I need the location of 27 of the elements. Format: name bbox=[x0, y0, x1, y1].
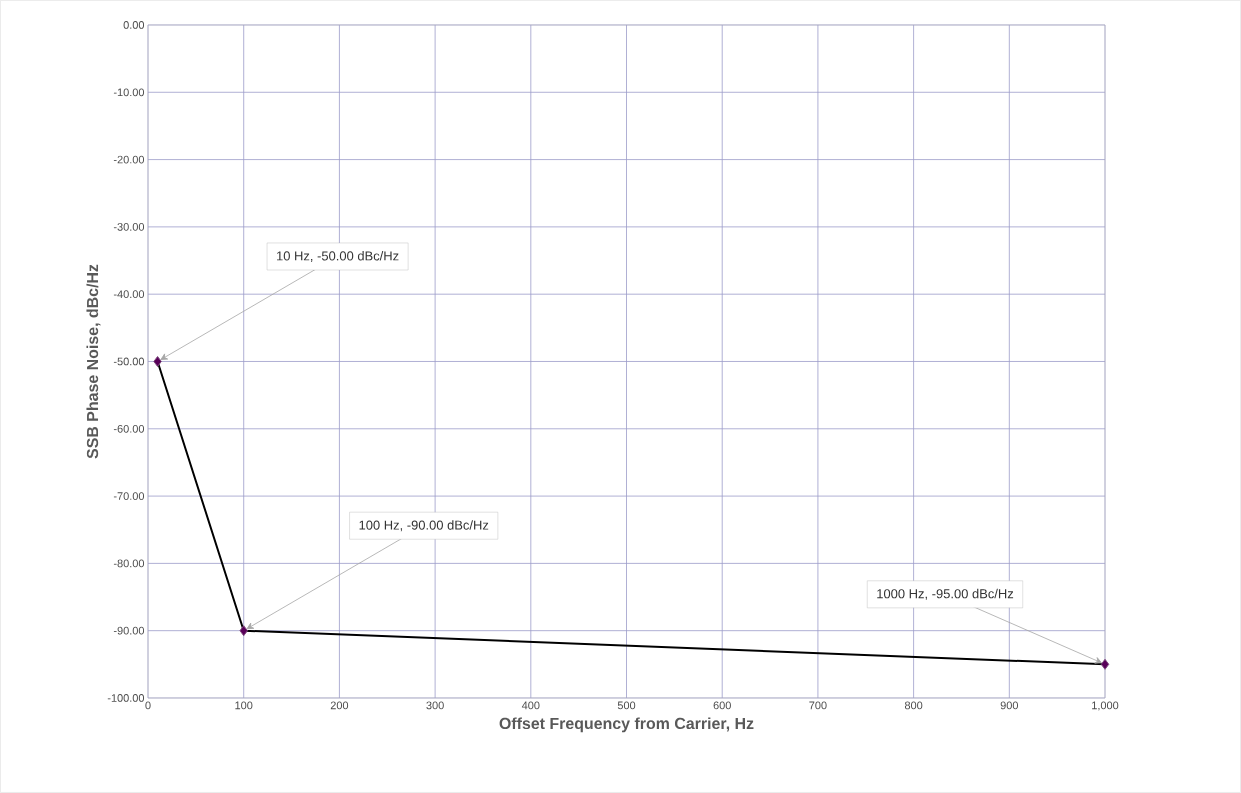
y-tick-label: -50.00 bbox=[113, 357, 145, 366]
x-tick-label: 700 bbox=[809, 701, 827, 710]
x-tick-label: 300 bbox=[426, 701, 444, 710]
y-tick-label: -90.00 bbox=[113, 626, 145, 635]
y-tick-label: -80.00 bbox=[113, 559, 145, 568]
y-tick-label: -10.00 bbox=[113, 88, 145, 97]
x-tick-label: 100 bbox=[235, 701, 253, 710]
x-tick-label: 200 bbox=[330, 701, 349, 710]
annotation: 100 Hz, -90.00 dBc/Hz bbox=[359, 520, 489, 532]
x-tick-label: 1,000 bbox=[1092, 701, 1119, 711]
y-tick-label: -60.00 bbox=[113, 424, 145, 433]
x-tick-label: 600 bbox=[713, 701, 731, 710]
x-tick-label: 800 bbox=[904, 701, 923, 710]
y-axis-title: SSB Phase Noise, dBc/Hz bbox=[86, 264, 101, 459]
y-tick-label: -40.00 bbox=[113, 290, 145, 299]
x-tick-label: 400 bbox=[521, 701, 540, 710]
y-tick-label: -20.00 bbox=[113, 155, 145, 164]
annotation: 1000 Hz, -95.00 dBc/Hz bbox=[877, 588, 1014, 600]
x-tick-label: 0 bbox=[145, 701, 151, 710]
annotation: 10 Hz, -50.00 dBc/Hz bbox=[277, 250, 399, 262]
y-tick-label: 0.00 bbox=[123, 21, 145, 29]
x-tick-label: 500 bbox=[617, 701, 636, 710]
y-tick-label: -30.00 bbox=[113, 223, 145, 231]
y-tick-label: -100.00 bbox=[107, 694, 145, 702]
x-axis-title: Offset Frequency from Carrier, Hz bbox=[499, 717, 754, 733]
x-tick-label: 900 bbox=[1000, 701, 1019, 710]
y-tick-label: -70.00 bbox=[113, 492, 145, 500]
